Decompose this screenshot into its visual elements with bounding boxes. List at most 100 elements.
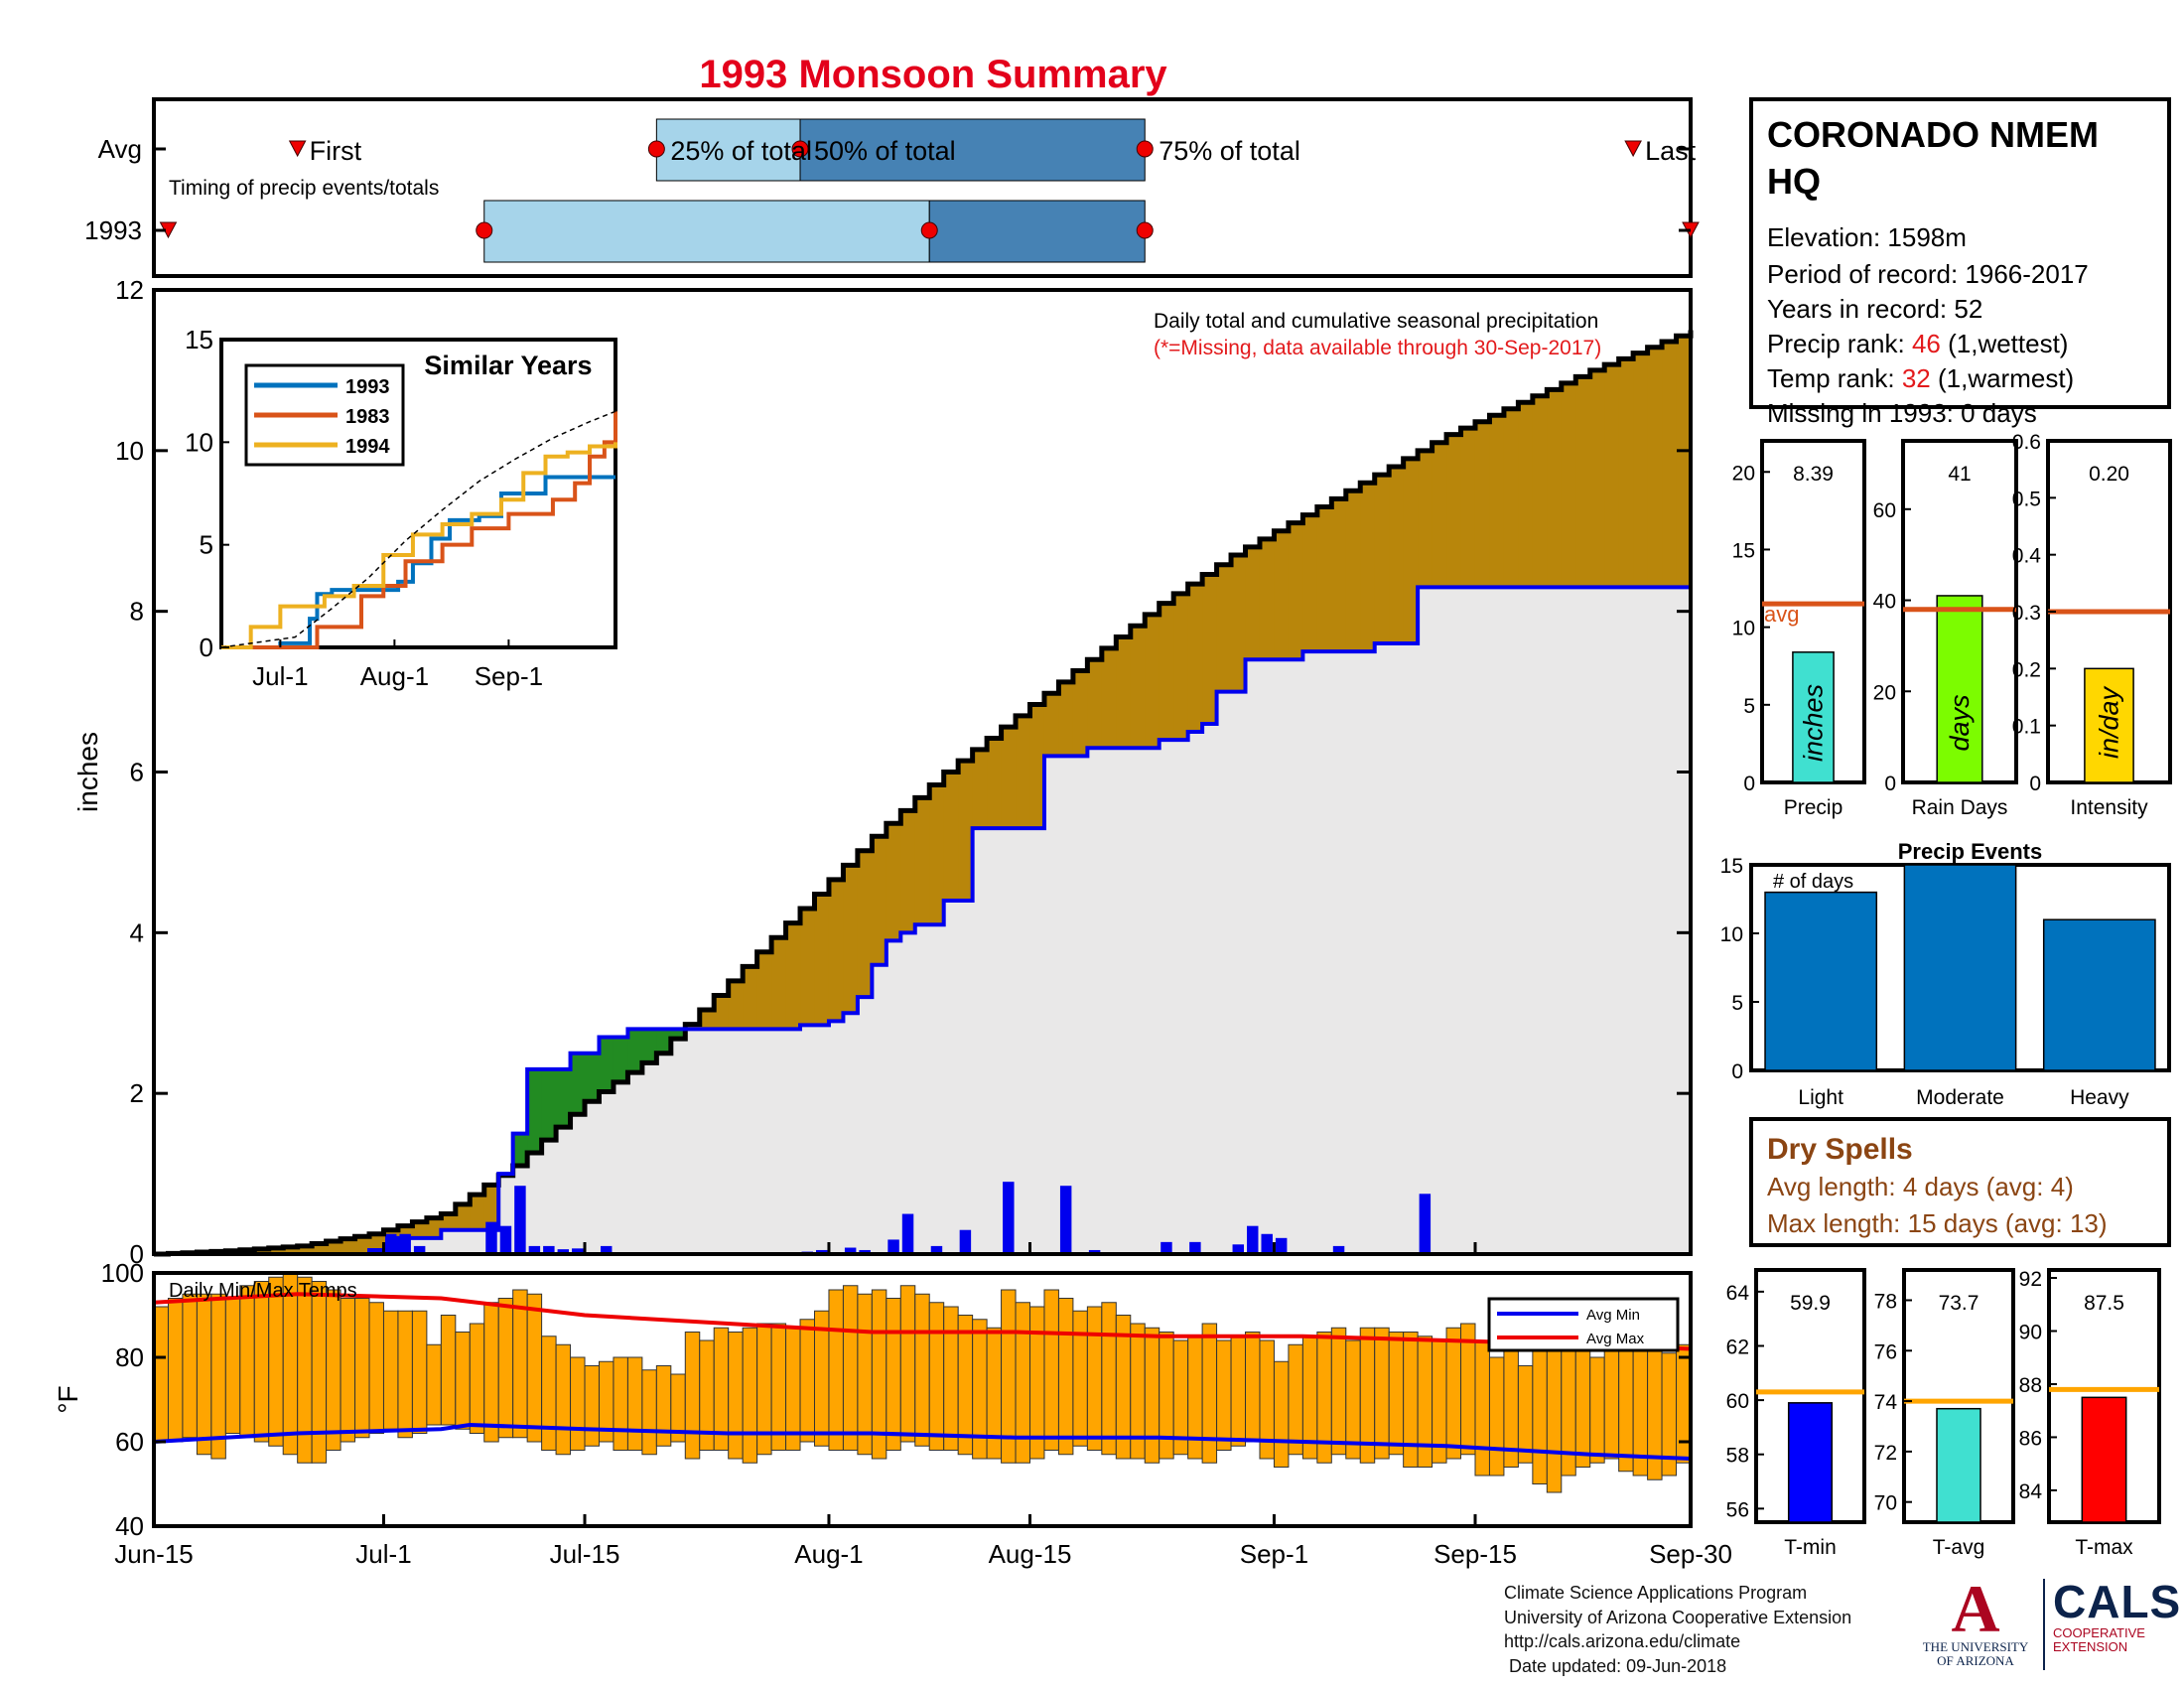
main-chart-title: Daily total and cumulative seasonal prec… xyxy=(1154,310,1598,333)
temp-range-bar xyxy=(742,1327,758,1464)
intensity-ytick-label: 0.5 xyxy=(2012,488,2041,510)
events-xlabel-light: Light xyxy=(1798,1086,1843,1109)
station-elevation: Elevation: 1598m xyxy=(1767,222,1967,252)
difference-fill xyxy=(1547,389,1563,588)
events-ytick-label: 0 xyxy=(1731,1060,1743,1083)
daily-precip-bar xyxy=(887,1239,899,1254)
events-bar-light xyxy=(1764,891,1878,1071)
temp-range-bar xyxy=(1230,1336,1247,1447)
temp-range-bar xyxy=(1072,1310,1088,1447)
daily-precip-bar xyxy=(1088,1249,1101,1254)
temp-range-bar xyxy=(828,1289,844,1451)
daily-precip-bar xyxy=(1261,1233,1273,1254)
difference-fill xyxy=(1474,421,1491,588)
difference-fill xyxy=(900,810,916,933)
timing-label-last: Last xyxy=(1645,136,1697,166)
cals-sub-2: EXTENSION xyxy=(2053,1639,2128,1654)
daily-precip-bar xyxy=(1160,1241,1172,1254)
tmax-ytick-label: 88 xyxy=(2019,1374,2042,1397)
daily-precip-bar xyxy=(1232,1244,1245,1254)
difference-fill xyxy=(483,1185,499,1230)
intensity-ytick-label: 0.4 xyxy=(2012,545,2042,568)
difference-fill xyxy=(929,784,945,925)
rain_days-ytick-label: 60 xyxy=(1873,499,1896,522)
difference-fill xyxy=(1259,538,1276,660)
daily-precip-bar xyxy=(557,1249,570,1254)
temp-range-bar xyxy=(167,1298,184,1443)
difference-fill xyxy=(312,1243,328,1254)
tmax-ytick-label: 92 xyxy=(2019,1268,2042,1291)
intensity-ytick-label: 0.2 xyxy=(2012,658,2041,681)
events-ytick-label: 10 xyxy=(1720,923,1743,946)
temp-range-bar xyxy=(1676,1343,1692,1464)
temp-range-bar xyxy=(886,1298,901,1451)
tmax-xlabel: T-max xyxy=(2075,1536,2133,1559)
difference-fill xyxy=(857,850,873,998)
tmin-value-label: 59.9 xyxy=(1790,1292,1831,1315)
temps-panel: 40 60 80 100 °F Daily Min/Max Temps Avg Min Avg… xyxy=(53,1242,1732,1569)
year-cumulative-line xyxy=(154,585,1691,1256)
precip-bar-label: inches xyxy=(1799,684,1829,762)
difference-fill xyxy=(1101,647,1117,749)
temp-range-bar xyxy=(899,1285,916,1443)
rain_days-value-label: 41 xyxy=(1948,463,1971,486)
temps-ylabel: °F xyxy=(53,1385,83,1413)
temp-range-bar xyxy=(340,1298,356,1443)
difference-fill xyxy=(1489,415,1505,588)
difference-fill xyxy=(1589,369,1605,588)
main-ytick-label: 8 xyxy=(130,597,144,627)
difference-fill xyxy=(1058,681,1074,757)
difference-fill xyxy=(1561,382,1576,588)
x-tick-label: Jun-15 xyxy=(114,1539,194,1569)
dry-spells-avg: Avg length: 4 days (avg: 4) xyxy=(1767,1172,2074,1201)
difference-fill xyxy=(728,980,744,1030)
difference-fill xyxy=(641,1029,657,1063)
temp-range-bar xyxy=(728,1332,744,1460)
station-precip-rank: Precip rank: 46 (1,wettest) xyxy=(1767,329,2068,358)
difference-fill xyxy=(1016,715,1031,829)
difference-fill xyxy=(1274,530,1290,660)
difference-fill xyxy=(914,797,930,925)
precip-ytick-label: 0 xyxy=(1743,773,1755,795)
intensity-value-label: 0.20 xyxy=(2089,463,2129,486)
temp-range-bar xyxy=(641,1369,657,1456)
temp-rank-note: (1,warmest) xyxy=(1931,363,2074,393)
temps-ytick-label: 60 xyxy=(115,1427,144,1457)
avg-cumulative-line xyxy=(154,330,1694,1257)
timing-triangle-avg-last xyxy=(1624,140,1642,158)
daily-precip-bar xyxy=(600,1245,613,1254)
difference-fill xyxy=(714,995,730,1030)
difference-fill xyxy=(872,836,887,965)
difference-fill xyxy=(412,1221,428,1238)
tmin-bar xyxy=(1787,1402,1834,1523)
timing-box-avg-25-50 xyxy=(655,118,801,182)
difference-fill xyxy=(1633,352,1649,588)
rain_days-ytick-label: 40 xyxy=(1873,591,1896,614)
intensity-bar-label: in/day xyxy=(2095,685,2124,759)
difference-fill xyxy=(613,1037,629,1082)
events-ytick-label: 15 xyxy=(1720,855,1743,878)
timing-label-25: 25% of total xyxy=(670,136,812,166)
difference-fill xyxy=(470,1195,485,1230)
daily-precip-bar xyxy=(370,1249,382,1254)
x-tick-label: Aug-1 xyxy=(794,1539,863,1569)
footer-line-1: Climate Science Applications Program xyxy=(1504,1583,1808,1603)
rain_days-bar-label: days xyxy=(1945,694,1975,751)
daily-precip-bar xyxy=(1419,1194,1432,1254)
tavg-value-label: 73.7 xyxy=(1939,1292,1979,1315)
difference-fill xyxy=(1145,614,1160,749)
daily-precip-bar xyxy=(485,1221,497,1254)
station-years: Years in record: 52 xyxy=(1767,294,1982,324)
main-ytick-label: 0 xyxy=(130,1239,144,1269)
timing-triangle-avg-first xyxy=(288,140,307,158)
station-missing: Missing in 1993: 0 days xyxy=(1767,398,2037,428)
temps-legend-label: Avg Min xyxy=(1586,1307,1640,1324)
difference-fill xyxy=(670,1029,686,1040)
difference-fill xyxy=(1316,506,1332,652)
daily-precip-bar xyxy=(572,1248,584,1254)
footer-line-3[interactable]: http://cals.arizona.edu/climate xyxy=(1504,1631,1741,1651)
intensity-ytick-label: 0.1 xyxy=(2012,716,2041,739)
difference-fill xyxy=(283,1246,299,1254)
temp-range-bar xyxy=(311,1281,328,1464)
events-bar-moderate xyxy=(1903,864,2017,1071)
